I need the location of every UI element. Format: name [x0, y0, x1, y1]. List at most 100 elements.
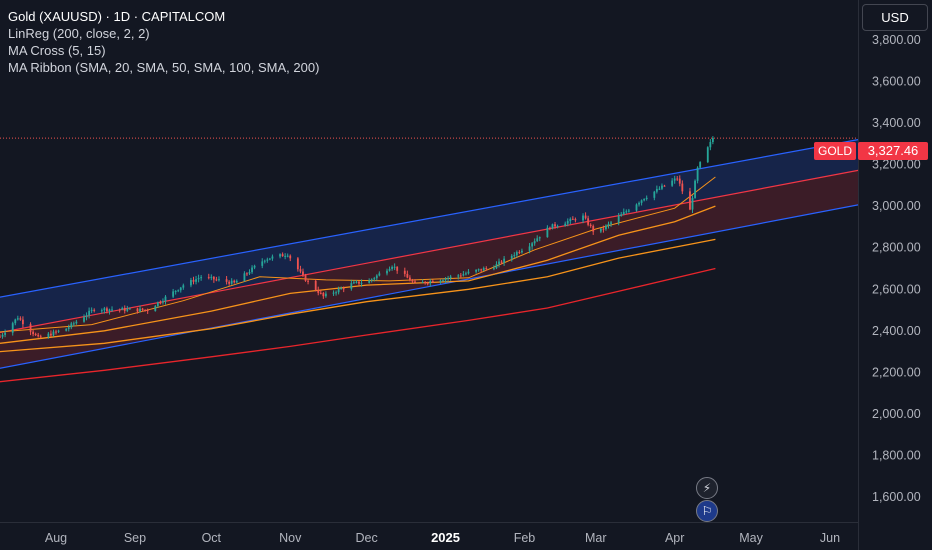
candle-body — [4, 332, 7, 335]
candle-body — [403, 270, 406, 274]
candle-body — [225, 279, 228, 282]
candle-body — [207, 277, 210, 279]
price-tick-label: 3,000.00 — [872, 199, 921, 213]
candle-body — [620, 214, 623, 216]
candle-body — [554, 224, 556, 227]
candle-body — [655, 188, 658, 192]
lightning-icon[interactable]: ⚡ — [696, 477, 718, 499]
candle-body — [177, 290, 180, 292]
candle-body — [635, 204, 638, 211]
candle-body — [498, 261, 500, 265]
candle-body — [251, 267, 253, 273]
candle-body — [100, 310, 103, 312]
us-flag-icon[interactable]: ⚐ — [696, 500, 718, 522]
candle-body — [599, 228, 602, 232]
candle-body — [190, 280, 192, 286]
candle-body — [141, 308, 144, 310]
candle-body — [174, 290, 177, 292]
candle-body — [449, 276, 452, 278]
candle-body — [459, 275, 462, 277]
candle-body — [610, 222, 612, 224]
candle-body — [289, 255, 292, 259]
time-axis-divider — [0, 522, 858, 523]
candle-body — [467, 271, 470, 274]
price-tick-label: 2,000.00 — [872, 407, 921, 421]
linreg-indicator-label[interactable]: LinReg (200, close, 2, 2) — [8, 26, 150, 41]
candle-body — [444, 278, 447, 281]
time-tick-label: Nov — [279, 531, 302, 545]
candle-body — [319, 292, 322, 294]
candle-body — [569, 218, 572, 222]
time-tick-label: Sep — [124, 531, 146, 545]
candle-body — [699, 162, 702, 168]
candle-body — [342, 288, 345, 290]
candle-body — [355, 281, 358, 283]
price-tick-label: 3,400.00 — [872, 116, 921, 130]
candle-body — [584, 215, 587, 219]
candle-body — [146, 310, 149, 312]
candle-body — [475, 269, 478, 272]
candle-body — [324, 293, 327, 297]
symbol-title[interactable]: Gold (XAUUSD) · 1D · CAPITALCOM — [8, 9, 226, 24]
candle-body — [212, 276, 215, 280]
candle-body — [261, 261, 264, 266]
candle-body — [128, 308, 131, 310]
ma-ribbon-indicator-label[interactable]: MA Ribbon (SMA, 20, SMA, 50, SMA, 100, S… — [8, 60, 320, 75]
candle-body — [393, 266, 396, 268]
time-tick-label: Mar — [585, 531, 607, 545]
candle-body — [34, 334, 37, 336]
last-price-tag: 3,327.46 — [858, 142, 928, 160]
candle-body — [658, 188, 661, 190]
candle-body — [546, 227, 549, 238]
candle-body — [248, 272, 251, 274]
candle-body — [299, 269, 302, 272]
candle-body — [90, 309, 93, 311]
candle-body — [75, 321, 78, 324]
candle-body — [411, 280, 414, 282]
candle-body — [360, 282, 363, 284]
candle-body — [645, 197, 648, 200]
candle-body — [57, 330, 60, 332]
candle-body — [429, 281, 432, 284]
candle-body — [582, 215, 584, 221]
candle-body — [159, 302, 162, 304]
time-tick-label: May — [739, 531, 763, 545]
candle-body — [643, 199, 646, 201]
candle-body — [663, 185, 666, 187]
candle-body — [625, 211, 628, 213]
candle-body — [228, 281, 231, 284]
price-tick-label: 3,800.00 — [872, 33, 921, 47]
linreg-lower-line — [0, 204, 859, 369]
price-axis-divider — [858, 0, 859, 550]
candle-body — [246, 273, 248, 275]
candle-body — [16, 318, 19, 320]
candle-body — [121, 308, 124, 310]
candle-body — [571, 218, 574, 220]
candle-body — [574, 219, 577, 221]
candle-body — [482, 268, 485, 271]
candle-body — [83, 317, 85, 322]
candle-body — [314, 280, 317, 290]
candle-body — [123, 308, 126, 311]
candle-body — [70, 323, 73, 328]
candle-body — [370, 279, 373, 281]
price-tick-label: 2,600.00 — [872, 282, 921, 296]
candle-body — [11, 323, 14, 333]
currency-button[interactable]: USD — [862, 4, 928, 31]
candle-body — [694, 180, 696, 198]
candle-body — [192, 280, 195, 282]
candle-body — [396, 266, 399, 271]
candle-body — [462, 274, 465, 276]
candle-body — [421, 281, 424, 283]
candle-body — [706, 147, 709, 163]
candle-body — [154, 306, 157, 312]
candle-body — [681, 183, 684, 192]
candle-body — [378, 273, 381, 276]
price-tick-label: 3,600.00 — [872, 74, 921, 88]
candle-body — [368, 280, 371, 283]
candle-body — [172, 291, 175, 297]
symbol-price-tag: GOLD — [814, 142, 857, 160]
candle-body — [442, 280, 444, 282]
ma-cross-indicator-label[interactable]: MA Cross (5, 15) — [8, 43, 106, 58]
